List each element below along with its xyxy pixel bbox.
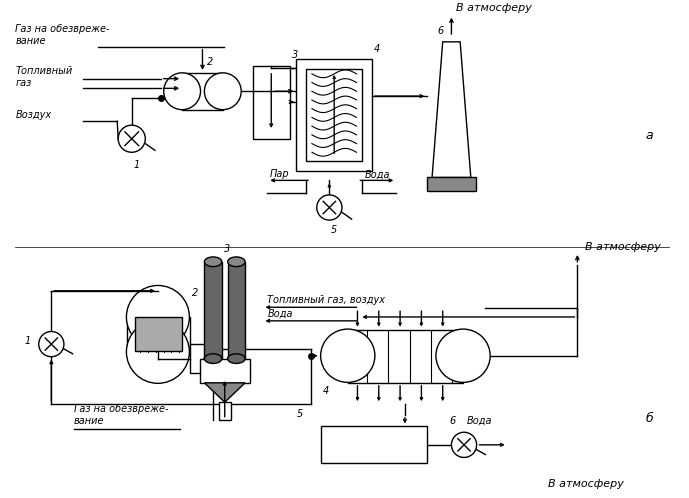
Text: 5: 5	[331, 225, 338, 235]
Text: 4: 4	[322, 386, 329, 396]
Ellipse shape	[205, 257, 222, 266]
Text: а: а	[645, 128, 652, 142]
Text: 1: 1	[24, 336, 30, 346]
Bar	[227, 262, 245, 359]
Text: В атмосферу: В атмосферу	[456, 3, 532, 13]
Ellipse shape	[126, 285, 189, 349]
Bar	[205, 262, 222, 359]
Bar	[134, 317, 182, 351]
Bar	[296, 59, 372, 171]
Bar	[253, 66, 289, 139]
Text: Вода: Вода	[364, 169, 390, 179]
Ellipse shape	[126, 320, 189, 383]
Bar	[190, 344, 209, 373]
Text: Топливный газ, воздух: Топливный газ, воздух	[267, 295, 385, 305]
Circle shape	[119, 125, 145, 152]
Text: Газ на обезвреже-
вание: Газ на обезвреже- вание	[15, 24, 110, 46]
Circle shape	[451, 432, 477, 458]
Circle shape	[39, 332, 64, 357]
Text: Воздух: Воздух	[15, 110, 52, 120]
Text: Топливный
газ: Топливный газ	[15, 66, 73, 88]
Text: В атмосферу: В атмосферу	[548, 480, 624, 490]
Ellipse shape	[205, 73, 241, 110]
Bar	[127, 317, 190, 351]
Bar	[306, 69, 362, 161]
Ellipse shape	[436, 329, 490, 382]
Ellipse shape	[227, 257, 245, 266]
Text: Вода: Вода	[267, 309, 293, 319]
Ellipse shape	[227, 354, 245, 364]
Bar	[200, 359, 250, 383]
Text: 3: 3	[291, 50, 298, 60]
Ellipse shape	[205, 354, 222, 364]
Text: 1: 1	[134, 160, 140, 170]
Bar	[427, 177, 475, 191]
Text: 3: 3	[224, 244, 230, 254]
Ellipse shape	[164, 73, 200, 110]
Text: 4: 4	[374, 43, 380, 53]
Text: Пар: Пар	[269, 169, 289, 179]
Text: 2: 2	[192, 288, 198, 298]
Text: В атмосферу: В атмосферу	[585, 242, 661, 252]
Text: 2: 2	[207, 57, 214, 67]
Text: Вода: Вода	[467, 415, 493, 425]
Text: 6: 6	[437, 26, 443, 36]
Bar	[182, 73, 223, 110]
Text: 6: 6	[449, 415, 455, 425]
Circle shape	[317, 195, 342, 220]
Text: 5: 5	[296, 409, 302, 419]
Bar	[219, 402, 231, 420]
Bar	[348, 330, 463, 383]
Polygon shape	[205, 383, 245, 402]
Polygon shape	[432, 42, 471, 177]
Bar	[320, 426, 427, 463]
Text: Газ на обезвреже-
вание: Газ на обезвреже- вание	[74, 404, 168, 426]
Ellipse shape	[320, 329, 375, 382]
Text: б: б	[645, 411, 653, 425]
